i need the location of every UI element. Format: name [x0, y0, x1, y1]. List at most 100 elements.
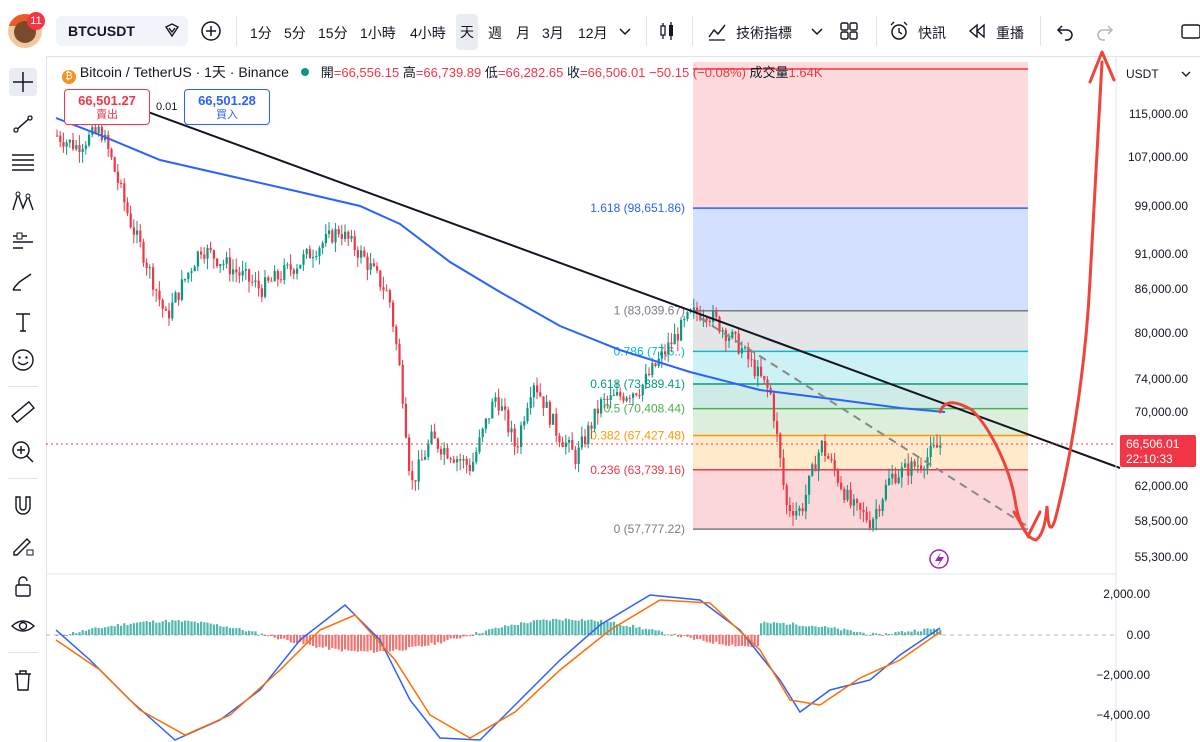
replay-rewind-icon[interactable] [966, 20, 988, 42]
add-symbol-icon[interactable] [200, 20, 222, 42]
macd-histogram-bar [939, 629, 942, 635]
macd-histogram-bar [936, 629, 939, 635]
candle-body [356, 250, 359, 258]
timeframe-15m[interactable]: 15分 [318, 25, 348, 41]
candle-body [593, 408, 596, 429]
macd-histogram-bar [734, 635, 737, 647]
indicators-button[interactable]: 技術指標 [736, 25, 792, 41]
lock-drawing-icon[interactable] [9, 532, 37, 560]
crosshair-icon[interactable] [9, 68, 37, 96]
macd-histogram-bar [392, 635, 395, 651]
timeframe-1d[interactable]: 天 [456, 14, 478, 50]
candle-body [619, 392, 622, 397]
pattern-icon[interactable] [9, 188, 37, 216]
open-label: 開 [320, 65, 334, 80]
macd-histogram-bar [744, 635, 747, 647]
candle-body [622, 396, 625, 401]
sell-button[interactable]: 66,501.27 賣出 [64, 89, 150, 125]
magnet-icon[interactable] [9, 492, 37, 520]
candle-body [571, 440, 574, 450]
fib-level-label: 1 (83,039.67) [614, 304, 685, 318]
macd-histogram-bar [788, 624, 791, 635]
layouts-grid-icon[interactable] [838, 20, 860, 42]
price-tick-label: 91,000.00 [1135, 247, 1189, 261]
trend-line-icon[interactable] [9, 110, 37, 138]
candle-body [846, 489, 849, 500]
timeframe-1w[interactable]: 週 [488, 25, 502, 41]
macd-histogram-bar [200, 621, 203, 635]
macd-histogram-bar [929, 629, 932, 635]
macd-histogram-bar [443, 635, 446, 642]
zoom-in-icon[interactable] [9, 438, 37, 466]
macd-histogram-bar [113, 626, 116, 635]
macd-histogram-bar [219, 626, 222, 635]
timeframe-5m[interactable]: 5分 [284, 25, 306, 41]
eye-visibility-icon[interactable] [9, 612, 37, 640]
fullscreen-icon[interactable] [1180, 20, 1200, 42]
candle-body [603, 398, 606, 400]
candle-body [708, 320, 711, 322]
close-label: 收 [566, 65, 580, 80]
candle-body [600, 399, 603, 414]
candle-body [920, 465, 923, 470]
candle-body [734, 331, 737, 334]
symbol-search-box[interactable]: BTCUSDT [56, 16, 188, 46]
undo-icon[interactable] [1054, 20, 1076, 42]
macd-histogram-bar [104, 627, 107, 635]
chevron-down-icon[interactable] [614, 20, 636, 42]
macd-histogram-bar [158, 622, 161, 635]
bar-countdown: 22:10:33 [1126, 452, 1173, 466]
macd-histogram-bar [276, 635, 279, 640]
timeframe-1m[interactable]: 1分 [250, 25, 272, 41]
fib-retracement-drawing[interactable]: 1.618 (98,651.86) 1 (83,039.67) 0.786 (77,… [590, 62, 1028, 536]
notification-badge[interactable]: 11 [27, 12, 45, 30]
timeframe-4h[interactable]: 4小時 [410, 25, 446, 41]
indicators-icon[interactable] [706, 20, 728, 42]
timeframe-3mo[interactable]: 3月 [542, 25, 564, 41]
redo-icon[interactable] [1094, 20, 1116, 42]
macd-histogram-bar [91, 628, 94, 635]
macd-histogram-bar [795, 624, 798, 635]
text-tool-icon[interactable] [9, 308, 37, 336]
macd-histogram-bar [600, 619, 603, 635]
macd-histogram-bar [62, 635, 65, 636]
chevron-down-icon[interactable] [806, 20, 828, 42]
candle-body [129, 213, 132, 228]
candlestick-type-icon[interactable] [656, 20, 678, 42]
price-tick-label: 115,000.00 [1129, 107, 1188, 121]
candle-body [456, 459, 459, 463]
emoji-icon[interactable] [9, 346, 37, 374]
buy-button[interactable]: 66,501.28 買入 [184, 89, 270, 125]
timeframe-1mo[interactable]: 月 [516, 25, 530, 41]
candle-body [811, 464, 814, 476]
forecasting-icon[interactable] [9, 228, 37, 256]
macd-histogram-bar [456, 635, 459, 639]
price-axis[interactable]: USDT 115,000.00 107,000.00 99,000.00 91,000.… [1096, 56, 1196, 742]
candle-body [916, 465, 919, 467]
candle-body [155, 289, 158, 291]
candle-body [142, 241, 145, 263]
candle-body [177, 292, 180, 300]
macd-histogram-bar [251, 631, 254, 635]
timeframe-1h[interactable]: 1小時 [360, 25, 396, 41]
alert-button[interactable]: 快訊 [918, 25, 946, 41]
macd-histogram-bar [609, 622, 612, 635]
brush-icon[interactable] [9, 268, 37, 296]
unlock-icon[interactable] [9, 572, 37, 600]
ruler-icon[interactable] [9, 398, 37, 426]
trendline-drawings[interactable] [46, 100, 1121, 569]
alarm-clock-icon[interactable] [888, 20, 910, 42]
candle-body [625, 397, 628, 401]
trash-icon[interactable] [9, 666, 37, 694]
candle-body [404, 403, 407, 438]
candle-body [302, 254, 305, 265]
fib-retracement-icon[interactable] [9, 148, 37, 176]
candle-body [881, 499, 884, 512]
replay-button[interactable]: 重播 [996, 25, 1024, 41]
symbol-dropdown-icon[interactable] [164, 22, 180, 38]
macd-histogram-bar [500, 627, 503, 635]
symbol-description: Bitcoin / TetherUS · 1天 · Binance [79, 64, 289, 80]
timeframe-12mo[interactable]: 12月 [578, 25, 608, 41]
macd-histogram-bar [299, 635, 302, 642]
